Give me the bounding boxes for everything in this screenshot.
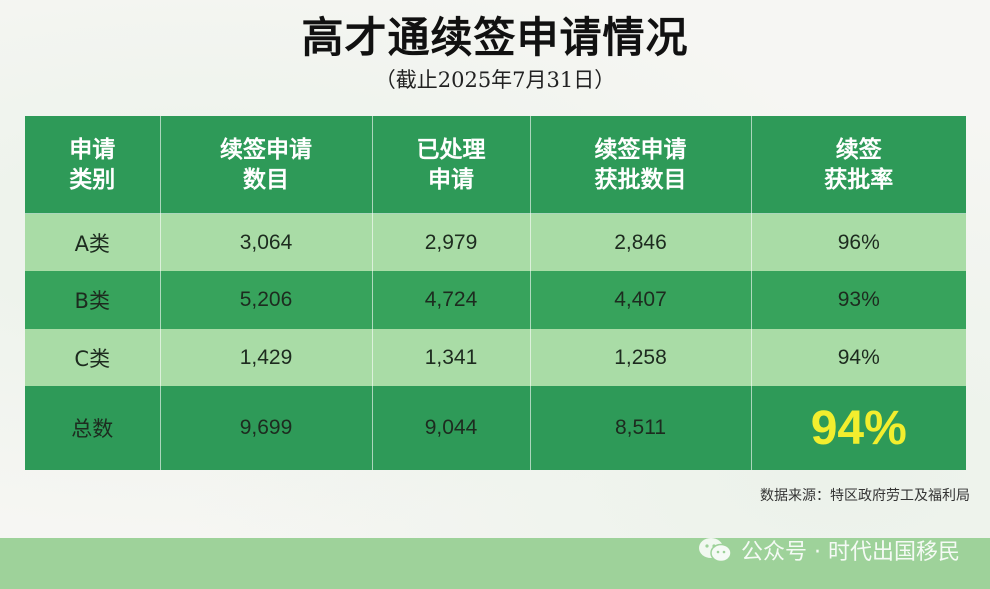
cell-applications: 3,064 — [160, 213, 373, 271]
footer-band — [0, 538, 990, 589]
header-processed: 已处理 申请 — [372, 116, 531, 214]
wechat-icon — [699, 538, 732, 563]
table-row: C类 1,429 1,341 1,258 94% — [25, 329, 966, 386]
cell-approved: 4,407 — [530, 271, 752, 329]
cell-applications: 5,206 — [160, 271, 373, 329]
header-category: 申请 类别 — [25, 116, 161, 214]
data-source-note: 数据来源：特区政府劳工及福利局 — [760, 488, 970, 504]
cell-rate: 96% — [751, 213, 966, 271]
watermark-text: 公众号 · 时代出国移民 — [741, 540, 960, 565]
header-approved: 续签申请 获批数目 — [530, 116, 752, 214]
cell-rate-total: 94% — [751, 386, 966, 470]
cell-category: A类 — [25, 213, 161, 271]
cell-rate: 94% — [751, 329, 966, 386]
table-row: B类 5,206 4,724 4,407 93% — [25, 271, 966, 329]
cell-approved: 8,511 — [530, 386, 752, 470]
cell-processed: 2,979 — [372, 213, 531, 271]
table-header-row: 申请 类别 续签申请 数目 已处理 申请 续签申请 获批数目 续签 获批率 — [25, 116, 966, 214]
cell-processed: 4,724 — [372, 271, 531, 329]
cell-applications: 9,699 — [160, 386, 373, 470]
cell-approved: 1,258 — [530, 329, 752, 386]
cell-rate: 93% — [751, 271, 966, 329]
table-total-row: 总数 9,699 9,044 8,511 94% — [25, 386, 966, 470]
renewal-table: 申请 类别 续签申请 数目 已处理 申请 续签申请 获批数目 续签 获批率 A类 3,06… — [25, 116, 966, 470]
cell-processed: 9,044 — [372, 386, 531, 470]
cell-processed: 1,341 — [372, 329, 531, 386]
header-renewal-applications: 续签申请 数目 — [160, 116, 373, 214]
cell-applications: 1,429 — [160, 329, 373, 386]
page-title: 高才通续签申请情况 — [301, 13, 689, 62]
cell-approved: 2,846 — [530, 213, 752, 271]
page-subtitle: （截止2025年7月31日） — [374, 68, 616, 92]
header-approval-rate: 续签 获批率 — [751, 116, 966, 214]
total-rate-highlight: 94% — [810, 401, 907, 455]
table-row: A类 3,064 2,979 2,846 96% — [25, 213, 966, 271]
cell-category: C类 — [25, 329, 161, 386]
cell-category: B类 — [25, 271, 161, 329]
cell-category: 总数 — [25, 386, 161, 470]
watermark: 公众号 · 时代出国移民 — [697, 532, 960, 568]
